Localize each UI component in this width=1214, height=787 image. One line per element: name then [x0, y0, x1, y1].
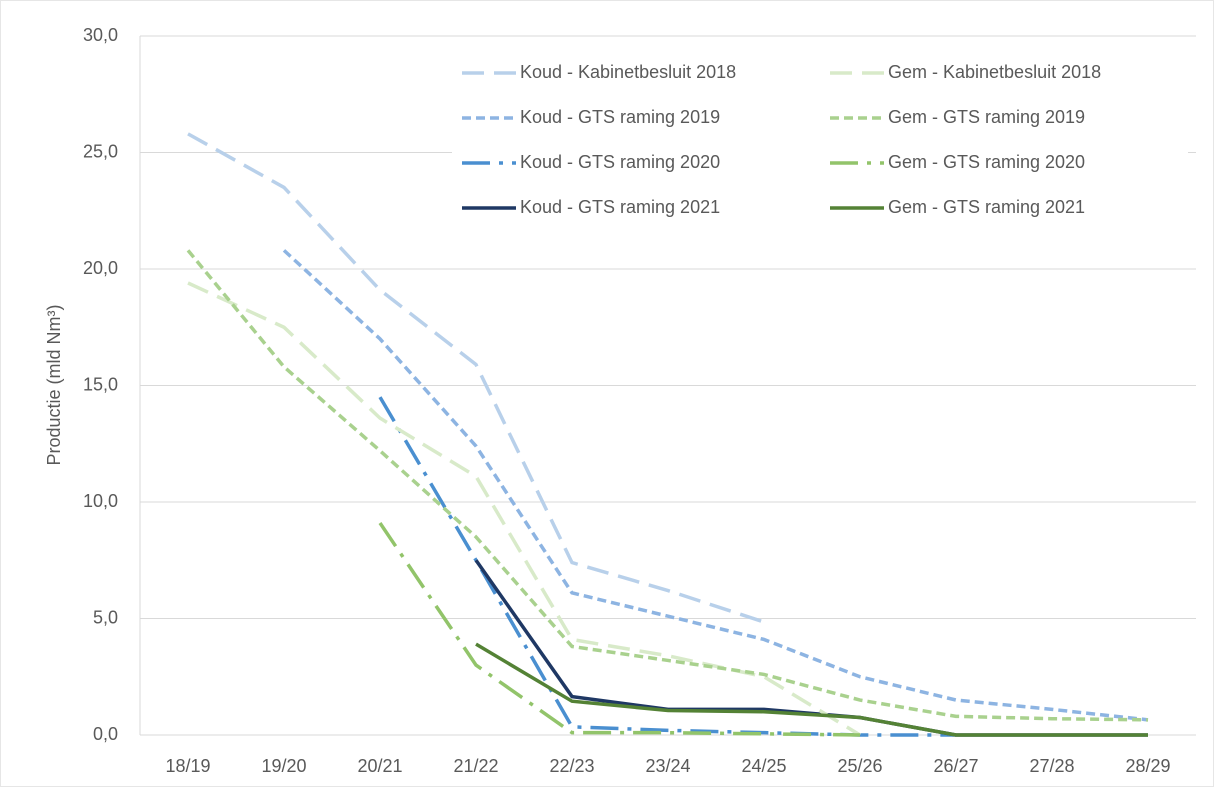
x-tick-label: 24/25: [741, 756, 786, 776]
x-tick-label: 21/22: [453, 756, 498, 776]
x-tick-label: 23/24: [645, 756, 690, 776]
grid: 0,0 5,0 10,0 15,0 20,0 25,0 30,0 18/19 19/20 20/2…: [83, 25, 1196, 776]
series-line: [282, 249, 1149, 722]
series-line: [475, 642, 1148, 737]
plot: [186, 132, 1149, 737]
x-tick-label: 19/20: [261, 756, 306, 776]
y-tick-label: 15,0: [83, 374, 118, 394]
y-tick-label: 20,0: [83, 258, 118, 278]
legend-background: [452, 52, 1188, 232]
x-tick-label: 28/29: [1125, 756, 1170, 776]
legend-label: Koud - Kabinetbesluit 2018: [520, 62, 736, 82]
y-axis-title: Productie (mld Nm³): [44, 304, 64, 465]
legend-label: Koud - GTS raming 2019: [520, 107, 720, 127]
legend-label: Gem - GTS raming 2020: [888, 152, 1085, 172]
x-tick-label: 20/21: [357, 756, 402, 776]
legend-label: Koud - GTS raming 2021: [520, 197, 720, 217]
legend-label: Gem - Kabinetbesluit 2018: [888, 62, 1101, 82]
x-tick-label: 25/26: [837, 756, 882, 776]
legend-label: Koud - GTS raming 2020: [520, 152, 720, 172]
legend-label: Gem - GTS raming 2019: [888, 107, 1085, 127]
legend-label: Gem - GTS raming 2021: [888, 197, 1085, 217]
y-tick-label: 0,0: [93, 724, 118, 744]
y-tick-label: 25,0: [83, 141, 118, 161]
x-tick-label: 22/23: [549, 756, 594, 776]
legend: Koud - Kabinetbesluit 2018 Koud - GTS ram…: [462, 62, 1101, 217]
y-tick-label: 30,0: [83, 25, 118, 45]
y-tick-label: 10,0: [83, 491, 118, 511]
x-tick-label: 27/28: [1029, 756, 1074, 776]
x-tick-label: 26/27: [933, 756, 978, 776]
series-line: [187, 132, 765, 624]
y-tick-label: 5,0: [93, 607, 118, 627]
series-line: [186, 249, 1149, 722]
x-tick-label: 18/19: [165, 756, 210, 776]
